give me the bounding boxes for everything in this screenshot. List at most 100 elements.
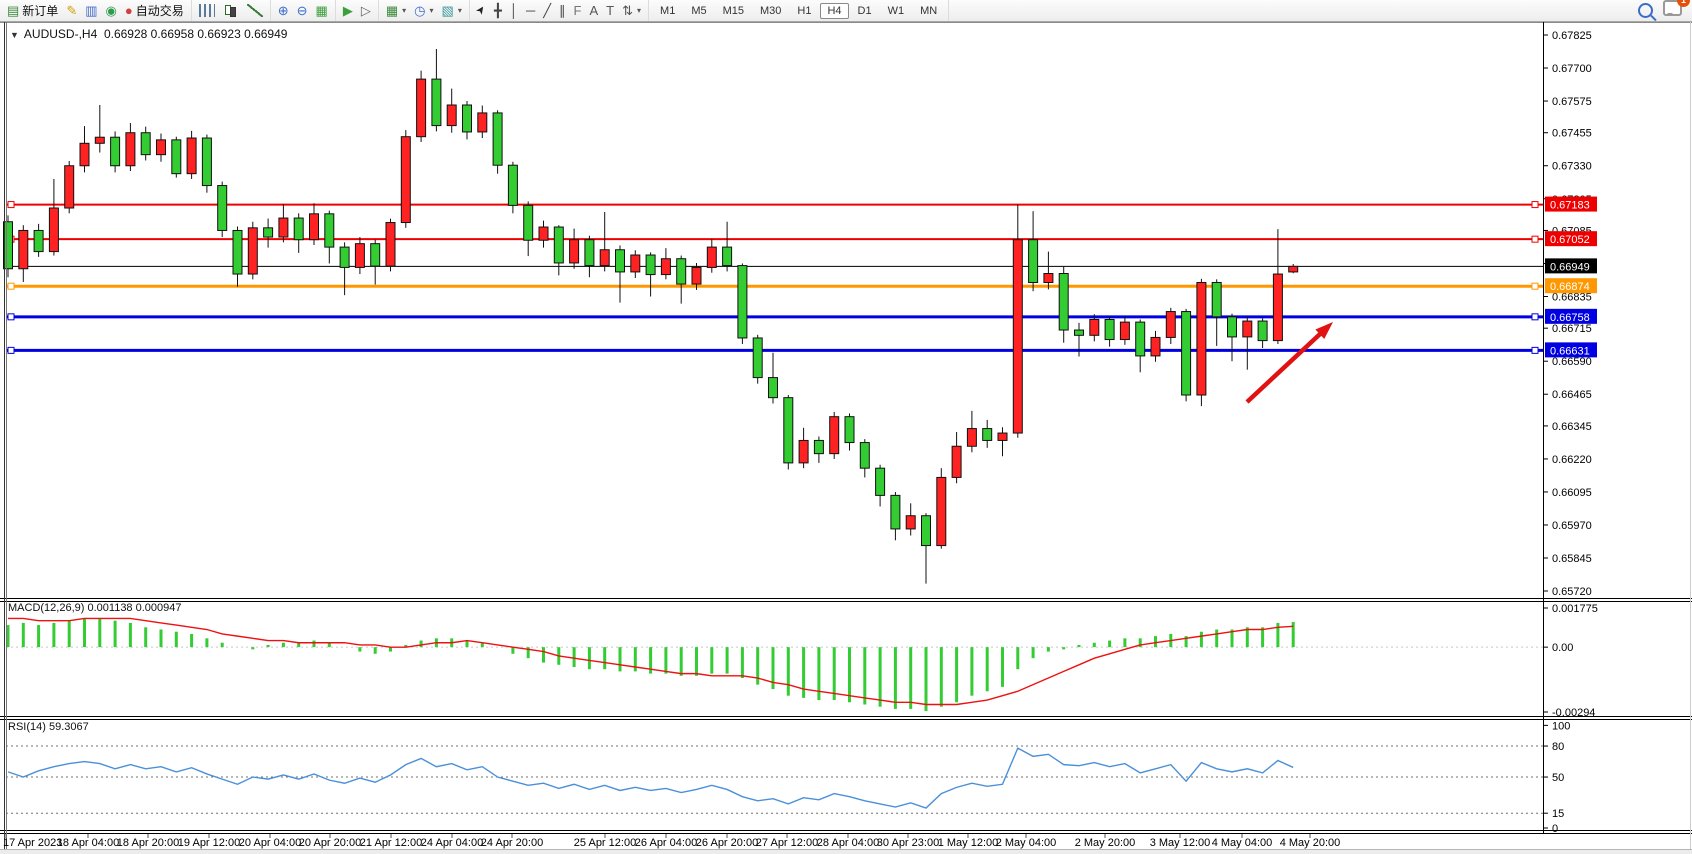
market-watch-icon[interactable]: ▥ xyxy=(81,1,101,20)
price-level-label xyxy=(1545,278,1597,294)
svg-text:4 May 20:00: 4 May 20:00 xyxy=(1280,837,1341,849)
svg-text:0.67700: 0.67700 xyxy=(1552,63,1592,75)
chevron-down-icon[interactable]: ▾ xyxy=(637,6,642,15)
chart-title: ▼ AUDUSD-,H4 0.66928 0.66958 0.66923 0.66… xyxy=(10,27,287,41)
fibonacci-icon: F xyxy=(573,3,582,18)
crayon-icon[interactable]: ✎ xyxy=(62,1,81,20)
line-handle[interactable] xyxy=(1531,201,1539,209)
vertical-line-icon: │ xyxy=(509,3,518,18)
svg-text:0.66949: 0.66949 xyxy=(1550,261,1590,273)
timeframe-M1[interactable]: M1 xyxy=(660,4,676,17)
timeframe-W1[interactable]: W1 xyxy=(887,4,905,17)
chevron-down-icon[interactable]: ▾ xyxy=(429,6,434,15)
line-handle[interactable] xyxy=(7,282,15,290)
rsi-indicator-label: RSI(14) 59.3067 xyxy=(8,721,89,733)
timeframe-MN[interactable]: MN xyxy=(920,4,938,17)
line-handle[interactable] xyxy=(7,313,15,321)
svg-text:21 Apr 12:00: 21 Apr 12:00 xyxy=(360,837,422,849)
macd-panel[interactable] xyxy=(6,617,1543,712)
fibonacci-icon[interactable]: F xyxy=(570,1,586,20)
notification-badge: 1 xyxy=(1677,0,1690,7)
chevron-down-icon[interactable]: ▾ xyxy=(457,6,462,15)
svg-text:0.67183: 0.67183 xyxy=(1550,200,1590,212)
svg-text:0.65970: 0.65970 xyxy=(1552,520,1592,532)
chat-button[interactable]: 1 xyxy=(1663,0,1690,21)
timeframe-H1[interactable]: H1 xyxy=(797,4,812,17)
candlestick-chart-icon xyxy=(223,4,239,17)
trend-arrow[interactable] xyxy=(1245,322,1333,404)
zoom-out-icon[interactable]: ⊖ xyxy=(293,1,312,20)
periods-button[interactable]: ◷ ▾ xyxy=(410,1,437,20)
ohlc-values: 0.66928 0.66958 0.66923 0.66949 xyxy=(103,27,288,41)
svg-text:0.66758: 0.66758 xyxy=(1550,312,1590,324)
symbol-period-label: AUDUSD-,H4 xyxy=(23,27,98,41)
toolbar-group: ▶ ▷ xyxy=(336,0,379,21)
timeframe-M30[interactable]: M30 xyxy=(760,4,782,17)
templates-button: ▧ xyxy=(441,3,454,18)
rsi-panel[interactable] xyxy=(6,745,1543,814)
price-axis[interactable]: 0.678250.677000.675750.674550.673300.672… xyxy=(1543,30,1598,835)
bar-chart-icon[interactable] xyxy=(195,1,219,20)
trendline-icon[interactable]: ╱ xyxy=(539,1,555,20)
crosshair-icon[interactable]: ╋ xyxy=(490,1,506,20)
horizontal-line-icon[interactable]: ─ xyxy=(522,1,539,20)
line-chart-icon xyxy=(246,4,263,17)
bar-chart-icon xyxy=(198,4,215,17)
new-chart-button[interactable]: ▦ ▾ xyxy=(382,1,410,20)
chevron-down-icon[interactable]: ▾ xyxy=(402,6,407,15)
svg-text:2 May 04:00: 2 May 04:00 xyxy=(996,837,1057,849)
equidistant-channel-icon[interactable]: ∥ xyxy=(555,1,570,20)
svg-text:15: 15 xyxy=(1552,808,1564,820)
cursor-icon[interactable]: ➤ xyxy=(473,1,490,20)
timeframe-D1[interactable]: D1 xyxy=(857,4,872,17)
line-chart-icon[interactable] xyxy=(243,1,267,20)
line-handle[interactable] xyxy=(7,201,15,209)
rsi-value: 59.3067 xyxy=(48,721,89,733)
search-icon[interactable] xyxy=(1638,3,1653,18)
svg-text:0.66874: 0.66874 xyxy=(1550,281,1590,293)
autotrade-button[interactable]: ● 自动交易 xyxy=(121,1,188,20)
vertical-line-icon[interactable]: │ xyxy=(506,1,522,20)
zoom-in-icon[interactable]: ⊕ xyxy=(274,1,293,20)
svg-text:30 Apr 23:00: 30 Apr 23:00 xyxy=(877,837,939,849)
line-handle[interactable] xyxy=(1531,282,1539,290)
text-icon[interactable]: A xyxy=(586,1,603,20)
svg-text:0.65720: 0.65720 xyxy=(1552,586,1592,598)
svg-text:0: 0 xyxy=(1552,823,1558,835)
price-level-label xyxy=(1545,196,1597,212)
zoom-out-icon: ⊖ xyxy=(296,3,308,18)
timeframe-M5[interactable]: M5 xyxy=(691,4,707,17)
signals-icon[interactable]: ◉ xyxy=(102,1,121,20)
svg-text:0.001775: 0.001775 xyxy=(1552,603,1598,615)
tile-windows-icon: ▦ xyxy=(315,3,328,18)
arrow-objects-button[interactable]: ⇅ ▾ xyxy=(618,1,645,20)
new-order-button[interactable]: ▤ 新订单 xyxy=(3,1,62,20)
chart-shift-icon[interactable]: ▷ xyxy=(357,1,375,20)
auto-scroll-icon[interactable]: ▶ xyxy=(339,1,357,20)
timeframe-M15[interactable]: M15 xyxy=(722,4,745,17)
text-label-icon[interactable]: T xyxy=(602,1,618,20)
svg-text:20 Apr 04:00: 20 Apr 04:00 xyxy=(239,837,301,849)
new-order-button: ▤ xyxy=(7,3,20,18)
zoom-in-icon: ⊕ xyxy=(277,3,289,18)
templates-button[interactable]: ▧ ▾ xyxy=(438,1,466,20)
line-handle[interactable] xyxy=(1531,346,1539,354)
candlestick-chart-icon[interactable] xyxy=(219,1,243,20)
timeframe-group: M1 M5 M15 M30 H1 H4 D1 W1 MN xyxy=(649,0,950,21)
trendline-icon: ╱ xyxy=(543,3,552,18)
rsi-name: RSI(14) xyxy=(8,721,46,733)
svg-text:20 Apr 20:00: 20 Apr 20:00 xyxy=(299,837,361,849)
svg-text:0.67575: 0.67575 xyxy=(1552,96,1592,108)
tile-windows-icon[interactable]: ▦ xyxy=(312,1,332,20)
svg-text:0.66345: 0.66345 xyxy=(1552,421,1592,433)
chevron-down-icon[interactable]: ▼ xyxy=(10,30,19,40)
line-handle[interactable] xyxy=(7,346,15,354)
arrow-objects-button: ⇅ xyxy=(622,3,634,18)
svg-text:2 May 20:00: 2 May 20:00 xyxy=(1075,837,1136,849)
line-handle[interactable] xyxy=(1531,313,1539,321)
crayon-icon: ✎ xyxy=(66,3,78,18)
timeframe-H4[interactable]: H4 xyxy=(820,2,849,19)
line-handle[interactable] xyxy=(1531,235,1539,243)
